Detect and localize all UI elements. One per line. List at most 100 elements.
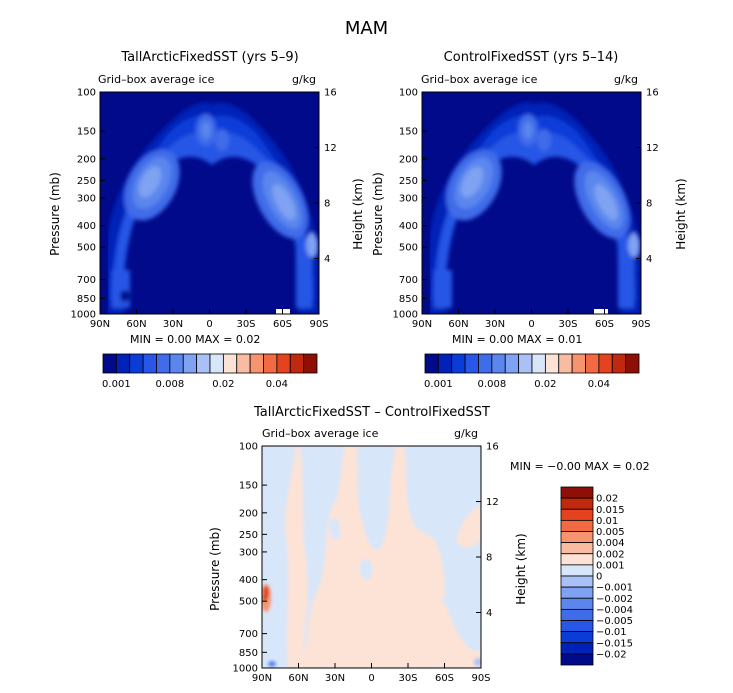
- latitude-tick-label: 30N: [325, 673, 345, 684]
- colorbar-label: 0.005: [596, 527, 625, 538]
- latitude-tick-label: 90S: [471, 673, 490, 684]
- colorbar-label: 0.001: [596, 560, 625, 571]
- colorbar-label: 0.008: [478, 379, 507, 390]
- colorbar-label: 0: [596, 572, 602, 583]
- pressure-tick-label: 1000: [71, 310, 96, 321]
- panel2-left-string: Grid–box average ice: [421, 73, 538, 86]
- colorbar-label: −0.001: [596, 583, 633, 594]
- panel1-axis-ticks: 100 150 200 250 300 400 500 700 850 1000 16 12 8 4 90N…: [71, 88, 337, 331]
- pressure-tick-label: 200: [239, 508, 258, 519]
- latitude-tick-label: 90N: [412, 319, 432, 330]
- colorbar-label: −0.015: [596, 638, 633, 649]
- colorbar-label: 0.01: [596, 516, 618, 527]
- colorbar-label: −0.005: [596, 616, 633, 627]
- pressure-tick-label: 300: [239, 547, 258, 558]
- pressure-tick-label: 850: [239, 648, 258, 659]
- colorbar-box: [560, 653, 594, 666]
- height-tick-label: 16: [486, 442, 499, 453]
- colorbar-label: 0.008: [156, 379, 185, 390]
- latitude-tick-label: 0: [528, 319, 534, 330]
- colorbar-box: [625, 353, 640, 374]
- panel1-colorbar: 0.001 0.008 0.02 0.04: [102, 353, 318, 390]
- colorbar-label: 0.02: [534, 379, 556, 390]
- colorbar-box: [560, 586, 594, 599]
- colorbar-box: [560, 608, 594, 621]
- colorbar-label: 0.001: [102, 379, 131, 390]
- latitude-tick-label: 60S: [273, 319, 292, 330]
- panel1-title: TallArcticFixedSST (yrs 5–9): [121, 50, 299, 65]
- pressure-tick-label: 850: [77, 294, 96, 305]
- colorbar-label: −0.004: [596, 605, 633, 616]
- pressure-tick-label: 200: [77, 154, 96, 165]
- pressure-tick-label: 150: [399, 127, 418, 138]
- pressure-tick-label: 700: [399, 275, 418, 286]
- panel1-minmax: MIN = 0.00 MAX = 0.02: [130, 333, 261, 346]
- pressure-tick-label: 250: [399, 176, 418, 187]
- latitude-tick-label: 30S: [398, 673, 417, 684]
- colorbar-label: 0.02: [212, 379, 234, 390]
- colorbar-box: [560, 553, 594, 566]
- panel2-axis-ticks: 100 150 200 250 300 400 500 700 850 1000 16 12 8 4 90N…: [393, 88, 659, 331]
- height-tick-label: 4: [324, 254, 330, 265]
- panel1-left-string: Grid–box average ice: [98, 73, 215, 86]
- pressure-tick-label: 400: [239, 575, 258, 586]
- latitude-tick-label: 90S: [631, 319, 650, 330]
- colorbar-box: [560, 575, 594, 588]
- latitude-tick-label: 0: [368, 673, 374, 684]
- pressure-tick-label: 400: [77, 221, 96, 232]
- pressure-tick-label: 1000: [393, 310, 418, 321]
- pressure-tick-label: 300: [77, 193, 96, 204]
- latitude-tick-label: 60S: [595, 319, 614, 330]
- pressure-tick-label: 500: [77, 243, 96, 254]
- pressure-tick-label: 850: [399, 294, 418, 305]
- height-tick-label: 12: [486, 497, 499, 508]
- colorbar-box: [560, 486, 594, 499]
- pressure-tick-label: 200: [399, 154, 418, 165]
- panel3-colorbar: 0.020.0150.010.0050.0040.0020.0010−0.001…: [560, 486, 633, 666]
- colorbar-label: −0.002: [596, 594, 633, 605]
- latitude-tick-label: 0: [206, 319, 212, 330]
- latitude-tick-label: 90N: [252, 673, 272, 684]
- panel3-left-string: Grid–box average ice: [262, 427, 379, 440]
- height-tick-label: 4: [486, 608, 492, 619]
- panel3-minmax: MIN = −0.00 MAX = 0.02: [510, 460, 650, 473]
- latitude-tick-label: 60N: [288, 673, 308, 684]
- height-tick-label: 12: [646, 143, 659, 154]
- colorbar-label: 0.02: [596, 494, 618, 505]
- colorbar-label: 0.002: [596, 549, 625, 560]
- latitude-tick-label: 90S: [309, 319, 328, 330]
- pressure-tick-label: 500: [239, 597, 258, 608]
- latitude-tick-label: 30S: [558, 319, 577, 330]
- panel3-title: TallArcticFixedSST – ControlFixedSST: [254, 405, 490, 420]
- latitude-tick-label: 90N: [90, 319, 110, 330]
- panel2-ice-field: [428, 102, 640, 314]
- colorbar-label: 0.015: [596, 505, 625, 516]
- pressure-tick-label: 150: [77, 127, 96, 138]
- panel3-difference-field: [262, 446, 481, 668]
- pressure-tick-label: 250: [239, 530, 258, 541]
- height-tick-label: 8: [646, 199, 652, 210]
- colorbar-box: [560, 642, 594, 655]
- pressure-tick-label: 1000: [233, 664, 258, 675]
- panel1-ice-field: [106, 102, 318, 314]
- panel2-title: ControlFixedSST (yrs 5–14): [443, 50, 619, 65]
- colorbar-label: −0.02: [596, 649, 627, 660]
- colorbar-box: [560, 531, 594, 544]
- panel1-units: g/kg: [292, 73, 317, 86]
- colorbar-box: [560, 542, 594, 555]
- colorbar-box: [560, 631, 594, 644]
- latitude-tick-label: 60S: [435, 673, 454, 684]
- colorbar-box: [560, 519, 594, 532]
- panel2-units: g/kg: [614, 73, 639, 86]
- colorbar-box: [560, 508, 594, 521]
- height-tick-label: 4: [646, 254, 652, 265]
- panel2-minmax: MIN = 0.00 MAX = 0.01: [452, 333, 583, 346]
- pressure-tick-label: 700: [77, 275, 96, 286]
- latitude-tick-label: 30S: [236, 319, 255, 330]
- colorbar-label: 0.004: [596, 538, 625, 549]
- height-tick-label: 12: [324, 143, 337, 154]
- colorbar-label: −0.01: [596, 627, 627, 638]
- pressure-tick-label: 700: [239, 629, 258, 640]
